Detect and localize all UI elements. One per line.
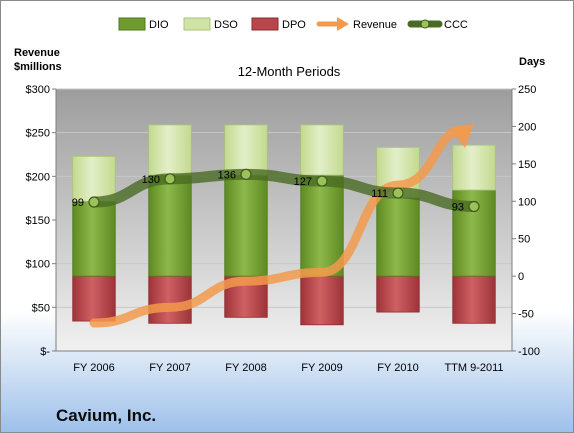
legend-label-dpo: DPO [282,19,306,31]
legend-swatch-dpo [251,17,279,31]
right-tick-label-5: 150 [518,159,536,171]
left-axis-title-line2: $millions [14,61,62,73]
x-tick-label-1: FY 2007 [149,362,190,374]
ccc-line [88,168,480,213]
right-tick-label-6: 200 [518,121,536,133]
legend: DIO DSO DPO Revenue CCC [118,17,468,31]
ccc-point-1 [164,173,176,185]
x-tick-label-0: FY 2006 [73,362,114,374]
ccc-data-label-2: 136 [218,169,236,181]
legend-swatch-dso [183,17,211,31]
left-axis-title-line1: Revenue [14,47,60,59]
legend-label-dso: DSO [214,19,238,31]
left-tick-label-6: $300 [26,84,50,96]
dso-bar-3 [300,124,344,176]
right-tick-label-7: 250 [518,84,536,96]
left-tick-label-4: $200 [26,171,50,183]
ccc-point-4 [392,187,404,199]
dso-bar-5 [452,144,496,191]
legend-label-revenue: Revenue [353,19,397,31]
ccc-data-label-0: 99 [72,197,84,209]
revenue-series [89,123,474,328]
x-tick-label-4: FY 2010 [377,362,418,374]
revenue-arrowhead [448,123,474,148]
dso-bar-1 [148,124,192,176]
left-tick-label-3: $150 [26,215,50,227]
ccc-data-label-4: 111 [371,188,388,200]
left-tick-label-1: $50 [32,302,50,314]
left-tick-label-0: $- [40,346,50,358]
revenue-line [89,127,468,328]
dio-bar-2 [224,174,268,277]
right-tick-label-1: -50 [518,309,534,321]
x-tick-label-5: TTM 9-2011 [444,362,503,374]
axes: $- $50 $100 $150 $200 $250 $300 -100 -50 0 50 100 15… [26,84,541,374]
ccc-point-3 [316,175,328,187]
dso-bar-2 [224,124,268,176]
dio-bar-0 [72,200,116,277]
right-tick-label-4: 100 [518,196,536,208]
legend-swatch-dio [118,17,146,31]
ccc-data-label-3: 127 [294,176,312,188]
x-tick-label-2: FY 2008 [225,362,266,374]
dpo-bar-4 [376,275,420,313]
left-tick-label-5: $250 [26,128,50,140]
dio-bar-4 [376,197,420,277]
right-axis-title: Days [519,56,545,68]
company-name: Cavium, Inc. [56,406,157,425]
ccc-point-2 [240,168,252,180]
dpo-bar-0 [72,275,116,322]
dso-bar-0 [72,155,116,202]
dio-bar-1 [148,174,192,277]
ccc-point-0 [88,196,100,208]
dio-bar-3 [300,174,344,277]
right-tick-label-3: 50 [518,234,530,246]
legend-swatch-ccc-dot [420,19,430,29]
legend-label-ccc: CCC [444,19,468,31]
right-tick-label-2: 0 [518,271,524,283]
dpo-bar-5 [452,275,496,324]
x-tick-label-3: FY 2009 [301,362,342,374]
left-tick-label-2: $100 [26,259,50,271]
legend-swatch-revenue-arrow [337,17,349,31]
chart-title: 12-Month Periods [238,64,341,79]
legend-label-dio: DIO [149,19,169,31]
dpo-bar-3 [300,275,344,326]
dpo-bar-1 [148,275,192,324]
ccc-data-label-1: 130 [142,174,160,186]
right-tick-label-0: -100 [518,346,540,358]
ccc-data-label-5: 93 [452,202,464,214]
ccc-point-5 [468,200,480,213]
ccc-series: 99 130 136 127 111 93 [72,168,480,214]
